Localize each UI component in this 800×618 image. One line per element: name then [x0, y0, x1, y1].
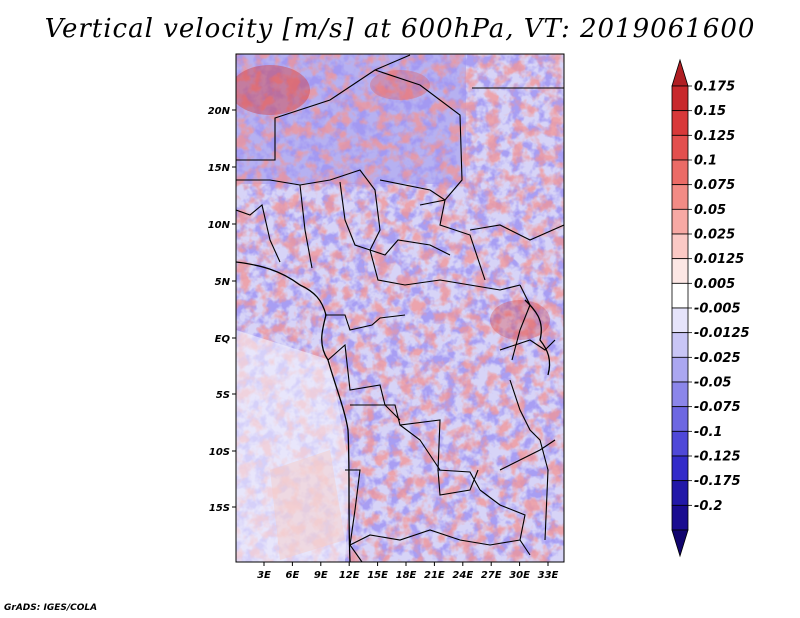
- colorbar-label: -0.05: [694, 376, 731, 391]
- map-frame: [235, 53, 565, 563]
- country-borders: [236, 54, 564, 562]
- colorbar-label: -0.025: [694, 351, 741, 366]
- colorbar-labels: 0.175 0.15 0.125 0.1 0.075 0.05 0.025 0.0125 0.0…: [688, 80, 750, 514]
- lon-label: 9E: [314, 570, 328, 581]
- grads-credit: GrADS: IGES/COLA: [4, 603, 98, 613]
- lat-label: 15N: [208, 163, 231, 174]
- colorbar-label: -0.0125: [694, 326, 750, 341]
- lat-label: 5S: [216, 390, 230, 401]
- colorbar-label: 0.175: [694, 80, 735, 95]
- lon-label: 27E: [481, 570, 502, 581]
- colorbar-label: 0.0125: [694, 252, 744, 267]
- lon-label: 15E: [367, 570, 388, 581]
- colorbar-swatch: [671, 406, 689, 432]
- colorbar-swatch: [671, 332, 689, 358]
- colorbar-label: 0.125: [694, 129, 735, 144]
- colorbar-swatch: [671, 480, 689, 506]
- lat-label: 15S: [209, 503, 230, 514]
- lat-label: 10N: [208, 220, 231, 231]
- map-title: Vertical velocity [m/s] at 600hPa, VT: 2…: [44, 14, 756, 44]
- colorbar-swatch: [671, 184, 689, 210]
- lat-label: 5N: [215, 277, 231, 288]
- colorbar-label: -0.005: [694, 302, 741, 317]
- colorbar-label: 0.075: [694, 178, 735, 193]
- lat-label: EQ: [215, 334, 231, 345]
- colorbar-swatch: [671, 381, 689, 408]
- colorbar-swatch: [671, 430, 689, 457]
- colorbar-label: 0.005: [694, 277, 735, 292]
- colorbar-swatch: [671, 258, 689, 284]
- colorbar-swatch: [671, 307, 689, 334]
- colorbar-swatch: [671, 455, 689, 482]
- colorbar-label: 0.1: [694, 154, 717, 169]
- colorbar-swatch: [671, 356, 689, 383]
- velocity-field: [236, 54, 564, 562]
- colorbar: [671, 58, 689, 558]
- colorbar-label: -0.075: [694, 400, 741, 415]
- lon-label: 6E: [286, 570, 300, 581]
- colorbar-label: -0.1: [694, 425, 722, 440]
- colorbar-label: 0.05: [694, 203, 726, 218]
- colorbar-label: -0.2: [694, 499, 722, 514]
- lat-label: 10S: [209, 447, 230, 458]
- colorbar-bottom-arrow: [671, 529, 689, 558]
- lon-label: 12E: [339, 570, 360, 581]
- colorbar-swatch: [671, 110, 689, 136]
- colorbar-label: -0.125: [694, 450, 741, 465]
- lon-label: 24E: [452, 570, 473, 581]
- colorbar-swatch: [671, 504, 689, 531]
- lat-label: 20N: [208, 106, 231, 117]
- lon-label: 33E: [538, 570, 559, 581]
- colorbar-swatch: [671, 134, 689, 161]
- colorbar-label: 0.15: [694, 104, 726, 119]
- colorbar-swatch: [671, 85, 689, 112]
- colorbar-swatch: [671, 208, 689, 235]
- lon-label: 30E: [509, 570, 530, 581]
- colorbar-top-arrow: [671, 58, 689, 87]
- lon-label: 18E: [396, 570, 417, 581]
- colorbar-label: -0.175: [694, 474, 741, 489]
- colorbar-swatch: [671, 282, 689, 309]
- coastline: [236, 261, 551, 562]
- colorbar-label: 0.025: [694, 228, 735, 243]
- colorbar-swatch: [671, 233, 689, 260]
- lon-label: 3E: [257, 570, 271, 581]
- lon-label: 21E: [424, 570, 445, 581]
- colorbar-swatch: [671, 159, 689, 186]
